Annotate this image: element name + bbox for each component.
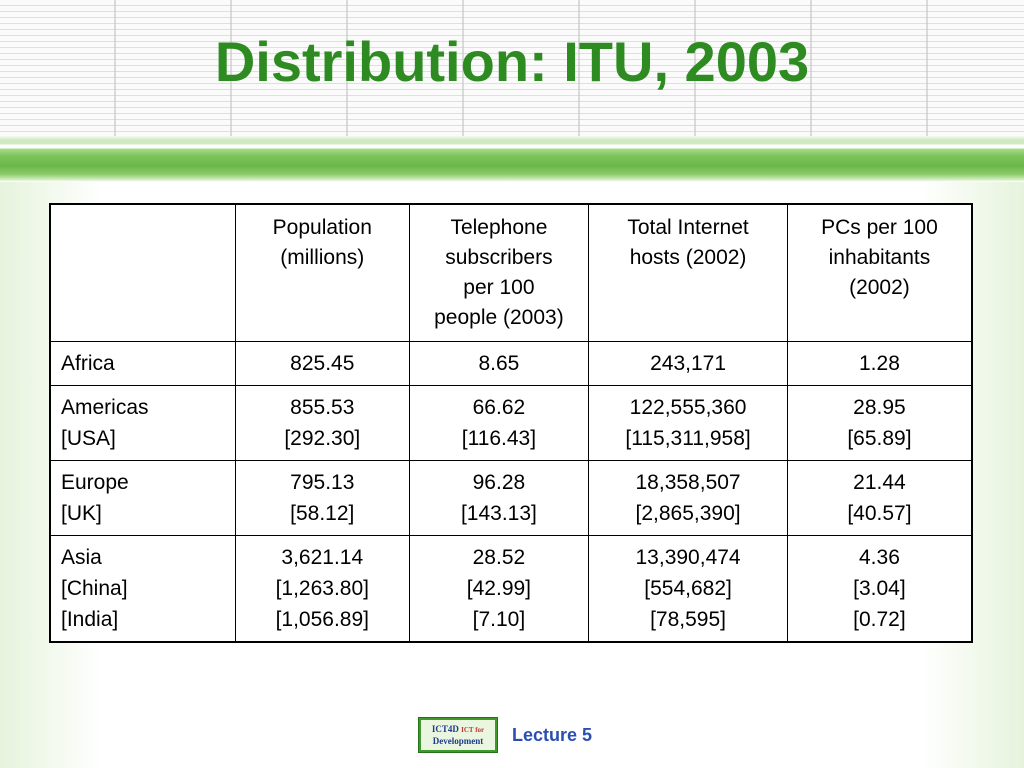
cell-telephone: 66.62 [116.43] (408, 385, 590, 461)
header-empty (49, 203, 236, 342)
table-row: Americas [USA] 855.53 [292.30] 66.62 [116.43]… (49, 385, 973, 461)
cell-line: [115,311,958] (625, 427, 751, 450)
header-line: (millions) (280, 246, 365, 269)
cell-line: 3,621.14 (281, 546, 364, 569)
cell-hosts: 13,390,474 [554,682] [78,595] (588, 535, 788, 643)
cell-line: 825.45 (290, 352, 355, 375)
cell-line: 8.65 (478, 352, 520, 375)
table-row: Europe [UK] 795.13 [58.12] 96.28 [143.13] 18,3… (49, 460, 973, 536)
header-line: hosts (2002) (629, 246, 747, 269)
cell-line: [40.57] (847, 502, 912, 525)
header-line: inhabitants (828, 246, 931, 269)
ict4d-logo: ICT4D ICT for Development (418, 717, 498, 753)
header-line: PCs per 100 (821, 216, 938, 239)
cell-line: 243,171 (650, 352, 727, 375)
cell-population: 795.13 [58.12] (234, 460, 410, 536)
cell-line: [UK] (61, 502, 102, 525)
cell-line: 18,358,507 (635, 471, 741, 494)
header-line: Population (272, 216, 372, 239)
logo-text-top: ICT4D ICT for (432, 724, 484, 736)
cell-pcs: 21.44 [40.57] (786, 460, 973, 536)
header-pcs: PCs per 100 inhabitants (2002) (786, 203, 973, 342)
header-line: people (2003) (434, 306, 564, 329)
cell-line: 795.13 (290, 471, 355, 494)
header-population: Population (millions) (234, 203, 410, 342)
cell-line: 855.53 (290, 396, 355, 419)
cell-line: [143.13] (460, 502, 537, 525)
cell-line: 66.62 (472, 396, 526, 419)
logo-text-main: ICT4D (431, 723, 459, 734)
header-telephone: Telephone subscribers per 100 people (2003) (408, 203, 590, 342)
cell-line: 4.36 (859, 546, 900, 569)
cell-hosts: 18,358,507 [2,865,390] (588, 460, 788, 536)
cell-line: [7.10] (472, 608, 526, 631)
cell-line: [3.04] (853, 577, 906, 600)
cell-line: [China] (61, 577, 128, 600)
table-row: Asia [China] [India] 3,621.14 [1,263.80] [1,0… (49, 535, 973, 643)
cell-line: [0.72] (853, 608, 906, 631)
cell-population: 3,621.14 [1,263.80] [1,056.89] (234, 535, 410, 643)
header-line: per 100 (463, 276, 535, 299)
cell-line: [78,595] (650, 608, 726, 631)
cell-pcs: 1.28 (786, 341, 973, 386)
table-container: Population (millions) Telephone subscribers… (49, 203, 973, 643)
header-line: subscribers (445, 246, 553, 269)
header-line: (2002) (849, 276, 910, 299)
cell-line: [India] (61, 608, 119, 631)
cell-population: 825.45 (234, 341, 410, 386)
cell-line: [554,682] (644, 577, 732, 600)
lecture-label: Lecture 5 (512, 724, 593, 745)
cell-pcs: 4.36 [3.04] [0.72] (786, 535, 973, 643)
cell-line: [116.43] (461, 427, 537, 450)
cell-hosts: 122,555,360 [115,311,958] (588, 385, 788, 461)
cell-line: Americas (61, 396, 149, 419)
cell-line: [42.99] (466, 577, 532, 600)
header-line: Total Internet (627, 216, 749, 239)
cell-line: [1,056.89] (275, 608, 369, 631)
header-background (0, 0, 1024, 136)
header-internet-hosts: Total Internet hosts (2002) (588, 203, 788, 342)
cell-telephone: 28.52 [42.99] [7.10] (408, 535, 590, 643)
footer: ICT4D ICT for Development Lecture 5 (418, 716, 592, 754)
ict4d-logo-inner: ICT4D ICT for Development (421, 720, 495, 750)
cell-line: 28.95 (853, 396, 906, 419)
table-row: Africa 825.45 8.65 243,171 1.28 (49, 341, 973, 386)
cell-line: [292.30] (284, 427, 361, 450)
cell-line: [USA] (61, 427, 116, 450)
header-divider-band (0, 136, 1024, 182)
cell-line: Africa (61, 352, 115, 375)
cell-line: [58.12] (290, 502, 355, 525)
cell-telephone: 8.65 (408, 341, 590, 386)
cell-line: Europe (61, 471, 129, 494)
cell-pcs: 28.95 [65.89] (786, 385, 973, 461)
cell-hosts: 243,171 (588, 341, 788, 386)
cell-telephone: 96.28 [143.13] (408, 460, 590, 536)
cell-line: [65.89] (847, 427, 912, 450)
cell-region: Americas [USA] (49, 385, 236, 461)
cell-region: Asia [China] [India] (49, 535, 236, 643)
table-header-row: Population (millions) Telephone subscribers… (49, 203, 973, 342)
cell-line: 28.52 (472, 546, 526, 569)
logo-text-small: ICT for (461, 725, 485, 734)
cell-region: Africa (49, 341, 236, 386)
cell-population: 855.53 [292.30] (234, 385, 410, 461)
statistics-table: Population (millions) Telephone subscribers… (49, 203, 973, 643)
page-title: Distribution: ITU, 2003 (214, 30, 810, 93)
cell-line: 13,390,474 (635, 546, 741, 569)
cell-line: 1.28 (859, 352, 900, 375)
cell-line: [1,263.80] (275, 577, 369, 600)
table-body: Africa 825.45 8.65 243,171 1.28 Americas [USA]… (49, 341, 973, 643)
cell-line: Asia (61, 546, 102, 569)
header-line: Telephone (450, 216, 548, 239)
cell-line: 96.28 (472, 471, 526, 494)
cell-region: Europe [UK] (49, 460, 236, 536)
cell-line: 21.44 (853, 471, 906, 494)
cell-line: [2,865,390] (635, 502, 741, 525)
logo-text-bottom: Development (432, 735, 484, 746)
cell-line: 122,555,360 (629, 396, 747, 419)
